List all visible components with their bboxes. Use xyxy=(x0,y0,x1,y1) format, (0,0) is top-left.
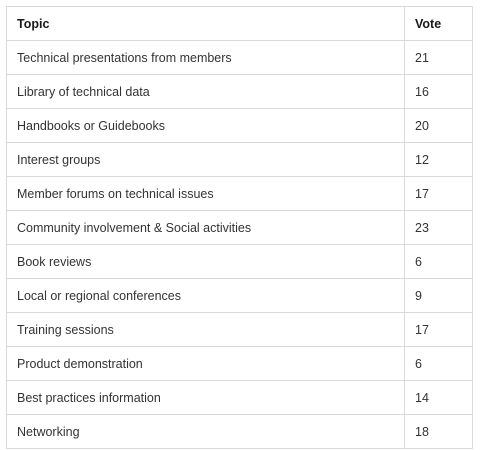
topic-cell: Member forums on technical issues xyxy=(6,176,405,211)
topic-cell: Local or regional conferences xyxy=(6,278,405,313)
vote-cell: 17 xyxy=(404,176,473,211)
table-row: Local or regional conferences 9 xyxy=(6,278,473,313)
topic-cell: Training sessions xyxy=(6,312,405,347)
votes-table: Topic Vote Technical presentations from … xyxy=(6,6,473,449)
vote-cell: 6 xyxy=(404,244,473,279)
table-row: Technical presentations from members 21 xyxy=(6,40,473,75)
column-header-topic: Topic xyxy=(6,6,405,41)
topic-cell: Interest groups xyxy=(6,142,405,177)
vote-cell: 17 xyxy=(404,312,473,347)
topic-cell: Technical presentations from members xyxy=(6,40,405,75)
vote-cell: 6 xyxy=(404,346,473,381)
table-row: Networking 18 xyxy=(6,414,473,449)
vote-cell: 14 xyxy=(404,380,473,415)
vote-cell: 20 xyxy=(404,108,473,143)
table-row: Handbooks or Guidebooks 20 xyxy=(6,108,473,143)
vote-cell: 9 xyxy=(404,278,473,313)
topic-cell: Networking xyxy=(6,414,405,449)
topic-cell: Handbooks or Guidebooks xyxy=(6,108,405,143)
topic-cell: Product demonstration xyxy=(6,346,405,381)
topic-cell: Library of technical data xyxy=(6,74,405,109)
vote-cell: 23 xyxy=(404,210,473,245)
vote-cell: 21 xyxy=(404,40,473,75)
table-row: Community involvement & Social activitie… xyxy=(6,210,473,245)
vote-cell: 12 xyxy=(404,142,473,177)
table-row: Training sessions 17 xyxy=(6,312,473,347)
table-row: Member forums on technical issues 17 xyxy=(6,176,473,211)
vote-cell: 18 xyxy=(404,414,473,449)
vote-cell: 16 xyxy=(404,74,473,109)
table-row: Best practices information 14 xyxy=(6,380,473,415)
topic-cell: Community involvement & Social activitie… xyxy=(6,210,405,245)
topic-cell: Best practices information xyxy=(6,380,405,415)
topic-cell: Book reviews xyxy=(6,244,405,279)
column-header-vote: Vote xyxy=(404,6,473,41)
votes-table-container: Topic Vote Technical presentations from … xyxy=(6,6,473,449)
table-body: Technical presentations from members 21 … xyxy=(6,40,473,449)
table-row: Interest groups 12 xyxy=(6,142,473,177)
table-row: Product demonstration 6 xyxy=(6,346,473,381)
table-header-row: Topic Vote xyxy=(6,6,473,41)
table-row: Library of technical data 16 xyxy=(6,74,473,109)
table-row: Book reviews 6 xyxy=(6,244,473,279)
